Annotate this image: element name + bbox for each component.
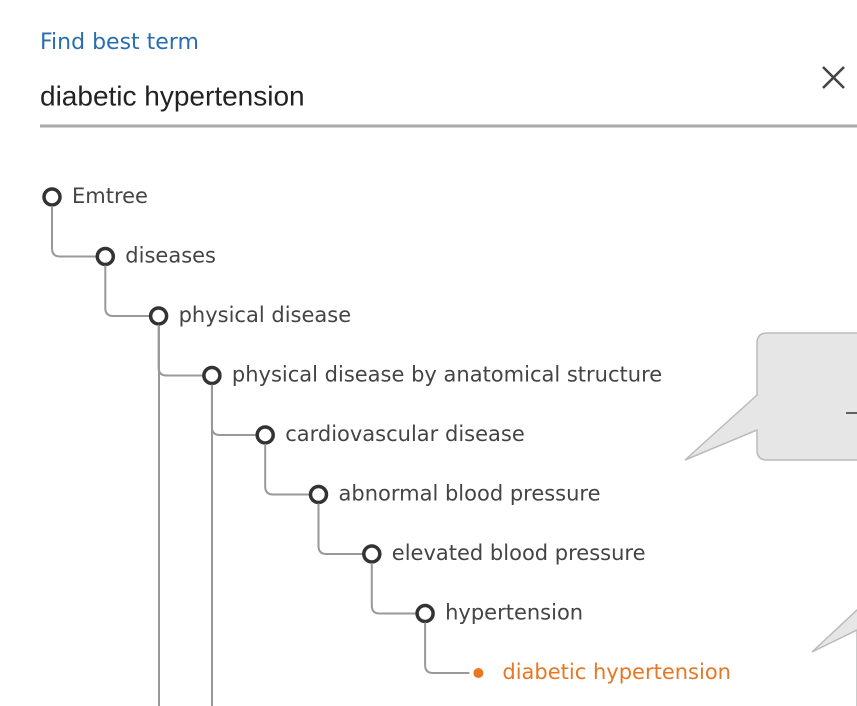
node-circle — [255, 425, 275, 445]
tree-connector — [210, 384, 257, 436]
node-label[interactable]: diseases — [125, 244, 216, 268]
search-input[interactable]: diabetic hypertension — [40, 80, 305, 111]
tree-connector — [104, 265, 150, 317]
node-label[interactable]: physical disease — [179, 303, 352, 327]
node-circle — [415, 603, 435, 624]
tree-connector — [424, 622, 470, 674]
node-circle — [362, 544, 382, 564]
tooltip-bubble — [684, 332, 857, 461]
node-label[interactable]: cardiovascular disease — [285, 422, 525, 446]
clear-button[interactable] — [822, 66, 845, 89]
search-label: Find best term — [40, 30, 199, 55]
node-label[interactable]: elevated blood pressure — [392, 541, 646, 565]
node-circle — [308, 484, 329, 505]
node-label[interactable]: hypertension — [445, 601, 583, 625]
node-circle — [95, 246, 116, 267]
tree-connector — [317, 503, 363, 555]
tree-connector — [51, 206, 97, 258]
tree: Emtree diseases physical disease physical d… — [42, 184, 731, 706]
node-label[interactable]: Emtree — [72, 184, 148, 208]
node-circle — [148, 306, 169, 326]
tree-connector — [264, 444, 310, 496]
tooltip-bubble — [811, 609, 857, 706]
node-label[interactable]: abnormal blood pressure — [339, 482, 601, 506]
tree-connector — [157, 325, 203, 377]
node-circle — [202, 365, 222, 386]
node-label[interactable]: diabetic hypertension — [502, 660, 731, 684]
node-circle — [42, 187, 62, 207]
tree-connector — [370, 563, 417, 615]
node-dot — [473, 668, 484, 678]
node-label[interactable]: physical disease by anatomical structure — [232, 363, 662, 387]
